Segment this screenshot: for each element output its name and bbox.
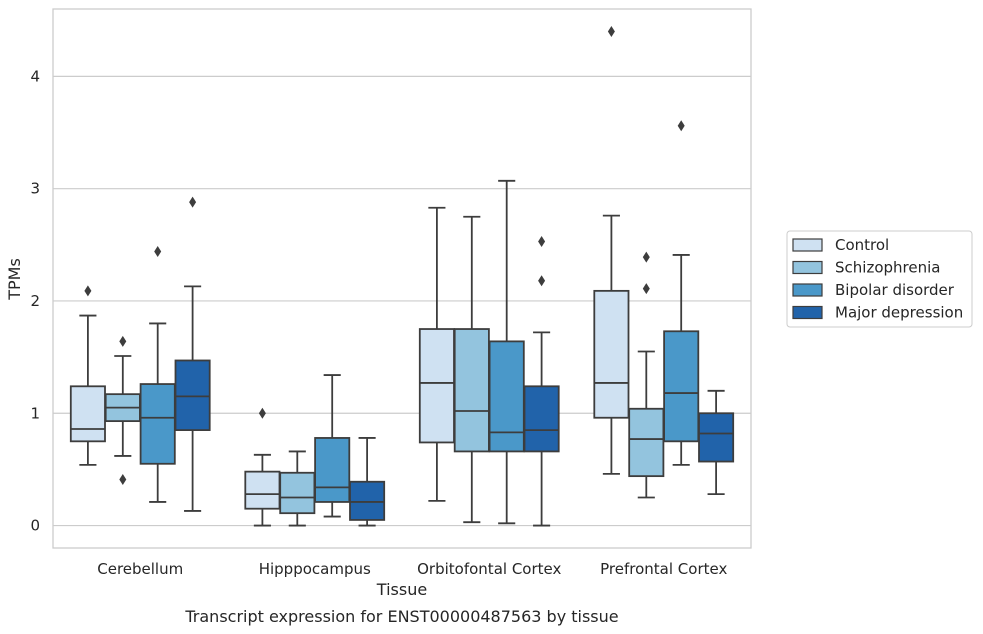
box-plot: [523, 235, 560, 527]
series-major-depression: [174, 196, 735, 527]
box-plot: [349, 437, 386, 527]
box: [349, 480, 386, 521]
legend-swatch: [792, 238, 823, 252]
outlier-point: [84, 285, 92, 297]
box: [698, 412, 735, 463]
outlier-point: [642, 283, 650, 295]
y-tick-label: 0: [30, 517, 40, 535]
box: [244, 470, 281, 510]
y-tick-label: 2: [30, 292, 40, 310]
box-plot: [174, 196, 211, 512]
outlier-point: [154, 246, 162, 258]
box-plot: [69, 285, 106, 466]
box-plot: [628, 251, 665, 499]
outlier-point: [642, 251, 650, 263]
legend-swatch: [792, 283, 823, 297]
box-plot-series: [69, 25, 735, 527]
box-plot: [488, 179, 525, 525]
legend-label: Bipolar disorder: [835, 281, 955, 299]
box: [628, 407, 665, 478]
box-plot: [279, 450, 316, 527]
box-plot: [244, 407, 281, 527]
chart-caption: Transcript expression for ENST0000048756…: [184, 607, 618, 626]
box-plot: [663, 120, 700, 466]
box: [314, 437, 351, 503]
box-plot: [418, 206, 455, 502]
box: [488, 340, 525, 453]
y-axis-title: TPMs: [5, 258, 24, 301]
outlier-point: [677, 120, 685, 132]
box: [279, 471, 316, 515]
box: [593, 289, 630, 419]
x-tick-label: Hipppocampus: [259, 560, 371, 578]
legend-swatch: [792, 305, 823, 320]
plot-area-frame: [52, 8, 752, 549]
legend: Control Schizophrenia Bipolar disorder Majo…: [786, 230, 973, 328]
box-plot: [104, 335, 141, 486]
outlier-point: [189, 196, 197, 208]
box-plot: [593, 25, 630, 475]
y-axis-ticks: 0 1 2 3 4: [30, 67, 40, 534]
y-tick-label: 1: [30, 404, 40, 422]
outlier-point: [119, 474, 127, 486]
box: [139, 383, 176, 465]
legend-label: Major depression: [835, 304, 963, 322]
box: [69, 385, 106, 443]
legend-swatch: [792, 260, 823, 275]
y-tick-label: 4: [30, 67, 40, 85]
legend-label: Control: [835, 236, 889, 254]
x-tick-label: Orbitofontal Cortex: [417, 560, 561, 578]
outlier-point: [258, 407, 266, 419]
y-tick-label: 3: [30, 180, 40, 198]
outlier-point: [119, 335, 127, 347]
outlier-point: [607, 25, 615, 37]
box: [418, 328, 455, 444]
legend-label: Schizophrenia: [835, 259, 940, 277]
legend-frame: [786, 230, 973, 328]
box-plot: [139, 246, 176, 503]
x-tick-label: Prefrontal Cortex: [600, 560, 727, 578]
box-plot: [314, 374, 351, 518]
x-axis-title: Tissue: [376, 580, 427, 599]
box: [663, 330, 700, 443]
box: [453, 328, 490, 453]
outlier-point: [538, 235, 546, 247]
box-plot: [453, 215, 490, 524]
x-axis-ticks: Cerebellum Hipppocampus Orbitofontal Corte…: [97, 560, 727, 578]
x-tick-label: Cerebellum: [97, 560, 183, 578]
box: [174, 359, 211, 431]
outlier-point: [538, 275, 546, 287]
box-plot: [698, 389, 735, 496]
box: [523, 385, 560, 453]
